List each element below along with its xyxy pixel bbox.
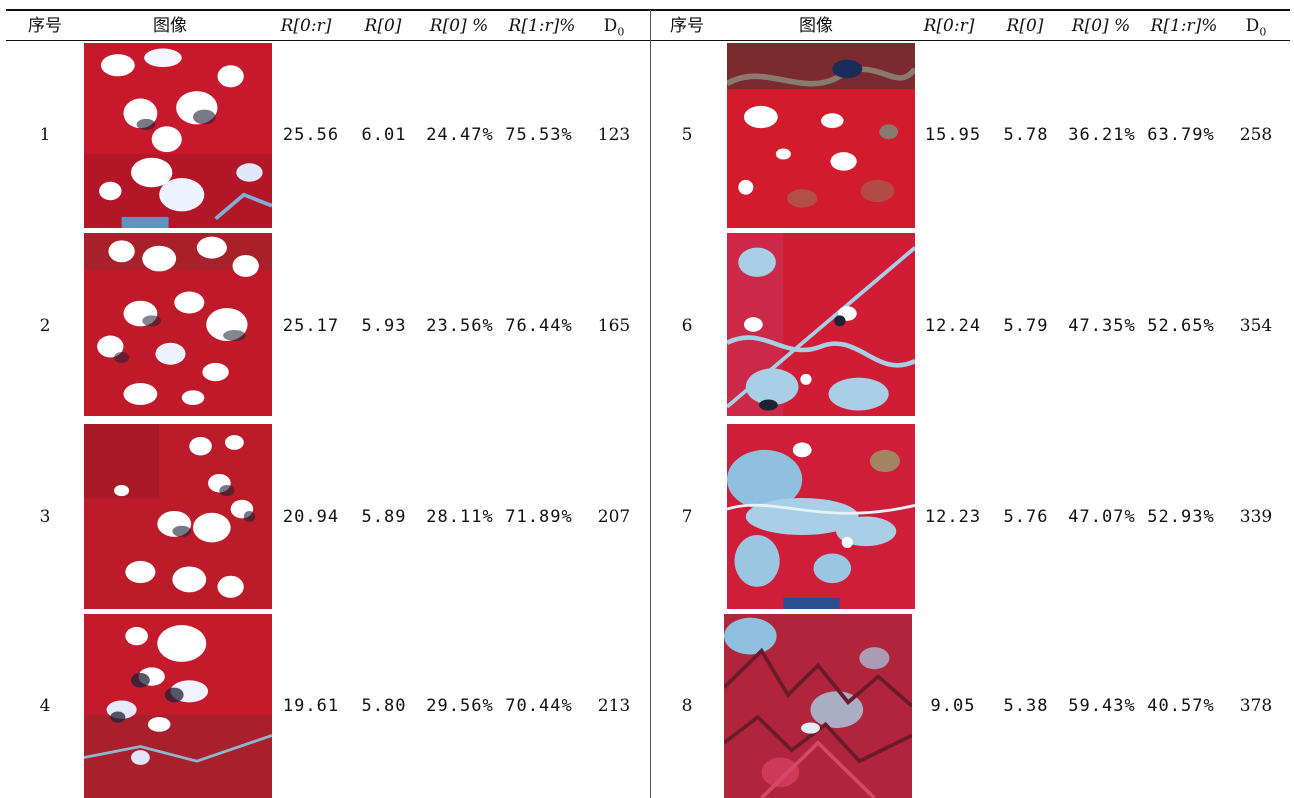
value-r1r-percent: 40.57%: [1147, 696, 1215, 716]
table-top-rule: [6, 9, 1290, 11]
value-d0: 354: [1239, 316, 1273, 336]
value-r0r: 12.23: [924, 507, 982, 527]
header-r0-right: R[0]: [998, 12, 1052, 40]
header-r0pct-right: R[0] %: [1062, 12, 1140, 40]
row-index: 5: [681, 125, 693, 145]
satellite-image-thumbnail: [727, 43, 915, 228]
value-r0-percent: 24.47%: [426, 125, 494, 145]
value-d0: 258: [1239, 125, 1273, 145]
value-r1r-percent: 52.65%: [1147, 316, 1215, 336]
value-r0r: 9.05: [930, 696, 976, 716]
value-r0r: 25.17: [282, 316, 340, 336]
value-r0-percent: 28.11%: [426, 507, 494, 527]
header-d0-right-sub: 0: [1259, 25, 1267, 39]
value-r0r: 25.56: [282, 125, 340, 145]
header-d0-right: D0: [1238, 12, 1274, 40]
value-r1r-percent: 52.93%: [1147, 507, 1215, 527]
value-r0r: 12.24: [924, 316, 982, 336]
value-r1r-percent: 76.44%: [505, 316, 573, 336]
value-r0r: 15.95: [924, 125, 982, 145]
value-d0: 339: [1239, 507, 1273, 527]
header-r0r-left-text: R[0:r]: [280, 16, 332, 36]
header-r0pct-left: R[0] %: [420, 12, 498, 40]
header-r0r-right: R[0:r]: [916, 12, 982, 40]
value-r0: 5.80: [361, 696, 407, 716]
value-d0: 213: [597, 696, 631, 716]
header-image-right: 图像: [799, 16, 833, 36]
value-r0: 5.38: [1003, 696, 1049, 716]
value-r0: 5.89: [361, 507, 407, 527]
value-r0-percent: 23.56%: [426, 316, 494, 336]
value-r0: 5.76: [1003, 507, 1049, 527]
header-r0-right-text: R[0]: [1006, 16, 1044, 36]
value-r0r: 19.61: [282, 696, 340, 716]
value-r0-percent: 29.56%: [426, 696, 494, 716]
satellite-image-thumbnail: [727, 424, 915, 609]
header-r1rpct-right-text: R[1:r]%: [1150, 16, 1218, 36]
value-r0-percent: 47.07%: [1068, 507, 1136, 527]
table-column-divider: [650, 10, 651, 798]
value-r0: 5.78: [1003, 125, 1049, 145]
header-r0r-right-text: R[0:r]: [923, 16, 975, 36]
satellite-image-thumbnail: [84, 424, 272, 609]
row-index: 7: [681, 507, 693, 527]
row-index: 2: [39, 316, 51, 336]
row-index: 3: [39, 507, 51, 527]
value-r1r-percent: 75.53%: [505, 125, 573, 145]
value-r1r-percent: 71.89%: [505, 507, 573, 527]
satellite-image-thumbnail: [84, 43, 272, 228]
header-d0-left-text: D: [603, 16, 618, 36]
row-index: 6: [681, 316, 693, 336]
header-r0pct-left-text: R[0] %: [429, 16, 489, 36]
header-d0-right-text: D: [1245, 16, 1260, 36]
value-r0: 6.01: [361, 125, 407, 145]
row-index: 4: [39, 696, 51, 716]
header-r0-left-text: R[0]: [364, 16, 402, 36]
header-r1rpct-left: R[1:r]%: [500, 12, 584, 40]
row-index: 8: [681, 696, 693, 716]
header-d0-left-sub: 0: [617, 25, 625, 39]
header-index-right: 序号: [670, 16, 704, 36]
value-r1r-percent: 63.79%: [1147, 125, 1215, 145]
satellite-image-thumbnail: [84, 233, 272, 416]
value-d0: 378: [1239, 696, 1273, 716]
value-d0: 123: [597, 125, 631, 145]
value-r0: 5.93: [361, 316, 407, 336]
satellite-image-thumbnail: [727, 233, 915, 416]
value-r0: 5.79: [1003, 316, 1049, 336]
value-r1r-percent: 70.44%: [505, 696, 573, 716]
value-r0-percent: 47.35%: [1068, 316, 1136, 336]
header-image-left: 图像: [153, 16, 187, 36]
value-r0-percent: 36.21%: [1068, 125, 1136, 145]
value-d0: 165: [597, 316, 631, 336]
value-d0: 207: [597, 507, 631, 527]
header-d0-left: D0: [596, 12, 632, 40]
satellite-image-thumbnail: [724, 614, 912, 798]
header-r1rpct-left-text: R[1:r]%: [508, 16, 576, 36]
value-r0-percent: 59.43%: [1068, 696, 1136, 716]
header-r0pct-right-text: R[0] %: [1071, 16, 1131, 36]
table-header-rule: [6, 40, 1290, 41]
satellite-image-thumbnail: [84, 614, 272, 798]
value-r0r: 20.94: [282, 507, 340, 527]
header-r1rpct-right: R[1:r]%: [1142, 12, 1226, 40]
row-index: 1: [39, 125, 51, 145]
header-r0r-left: R[0:r]: [274, 12, 338, 40]
header-r0-left: R[0]: [356, 12, 410, 40]
header-index-left: 序号: [28, 16, 62, 36]
